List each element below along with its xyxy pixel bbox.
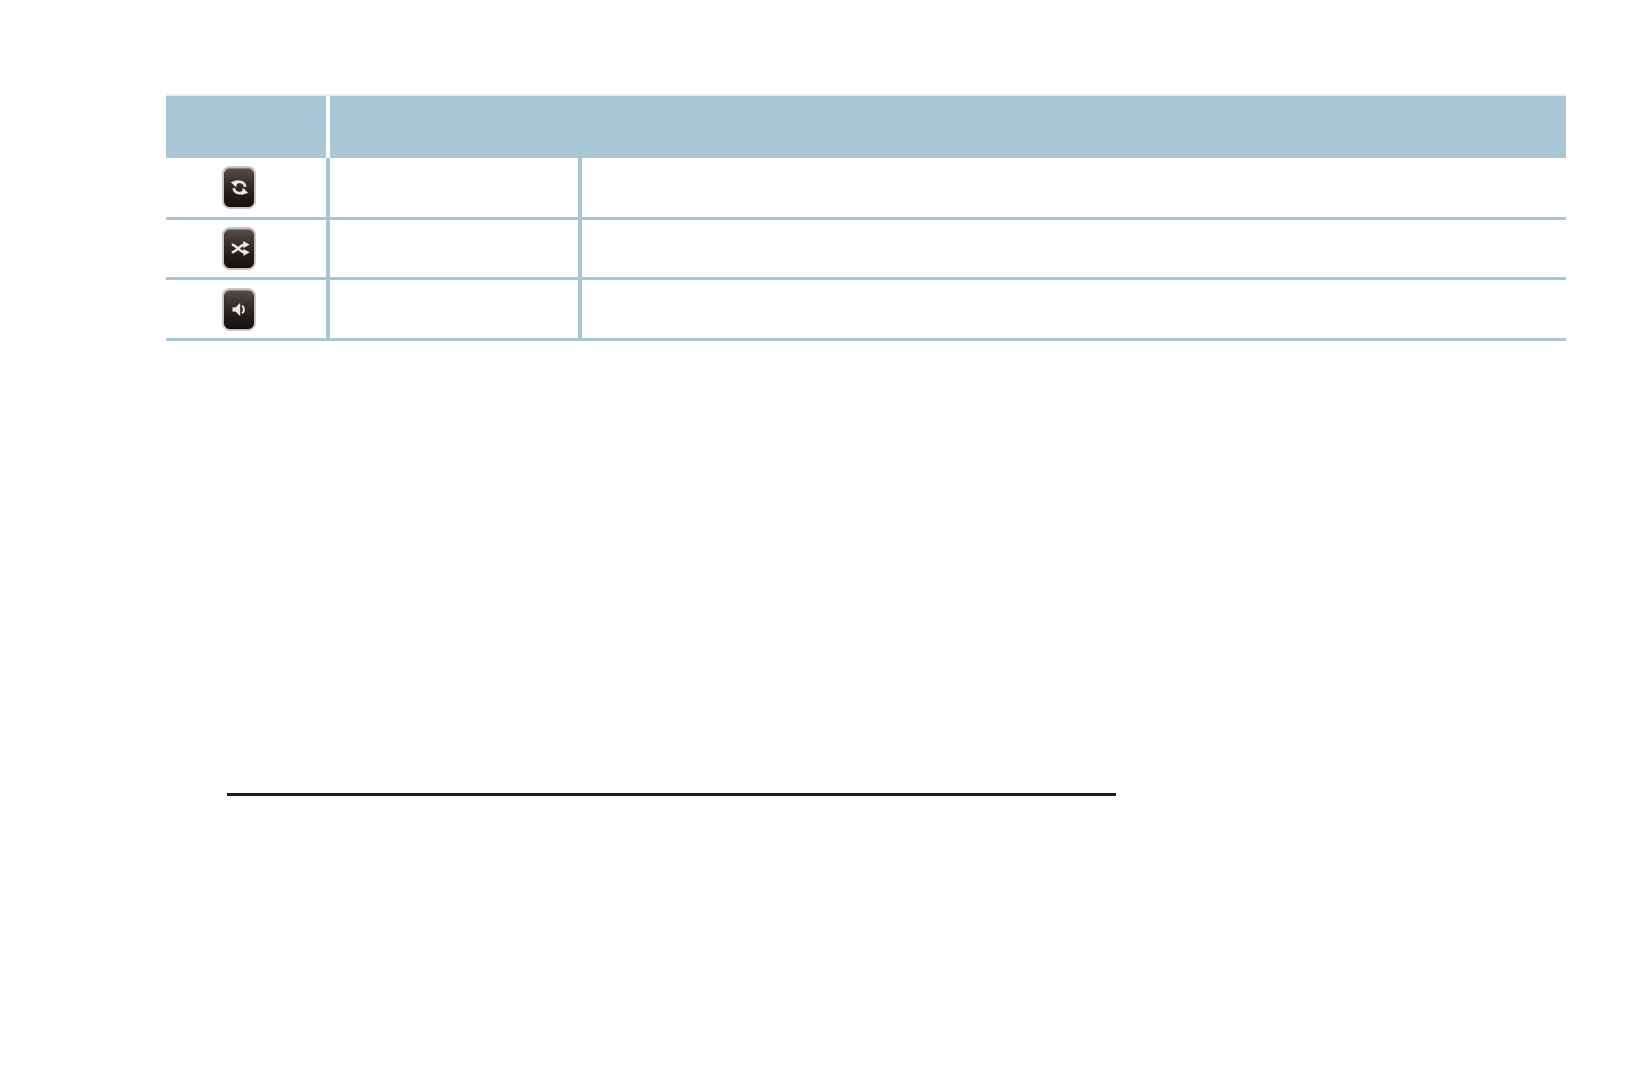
column-divider-1: [326, 158, 330, 341]
icon-cell: [166, 227, 328, 270]
column-divider-2: [578, 158, 582, 341]
name-cell: [328, 280, 580, 338]
table-row-repeat: [166, 158, 1566, 220]
table-row-volume: [166, 280, 1566, 341]
name-cell: [328, 158, 580, 217]
table-body: [166, 158, 1566, 341]
heading-underline: [227, 793, 1116, 796]
shuffle-icon: [222, 227, 256, 270]
table-header-row: [166, 94, 1566, 158]
header-column-divider: [326, 96, 330, 158]
controls-table: [166, 94, 1566, 341]
description-cell: [580, 158, 1566, 217]
icon-cell: [166, 166, 328, 209]
volume-icon: [222, 287, 256, 331]
description-cell: [580, 280, 1566, 338]
icon-cell: [166, 287, 328, 331]
table-row-shuffle: [166, 220, 1566, 280]
repeat-icon: [222, 166, 256, 209]
name-cell: [328, 220, 580, 277]
header-cell-description-column: [330, 96, 1566, 158]
header-cell-button-column: [166, 96, 326, 158]
description-cell: [580, 220, 1566, 277]
